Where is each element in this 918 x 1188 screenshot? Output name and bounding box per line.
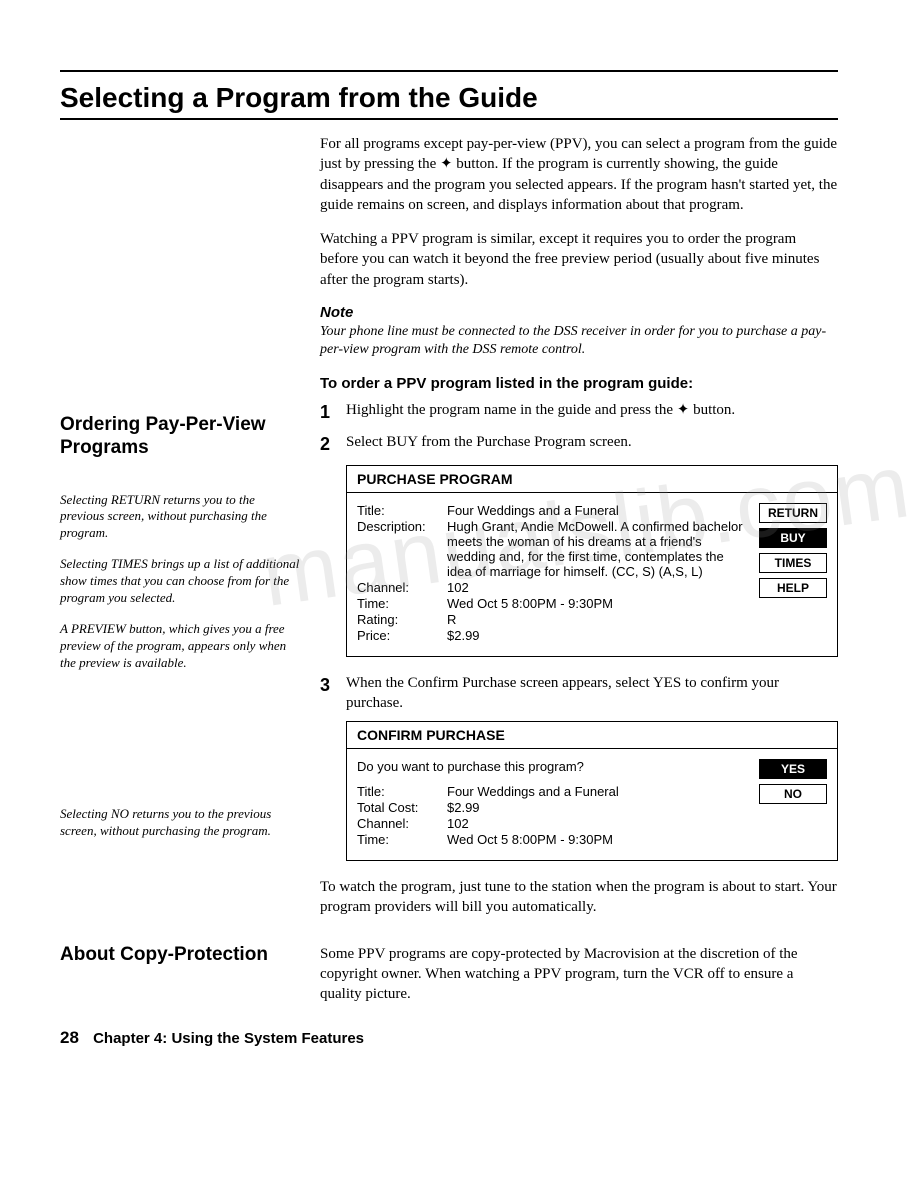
field-value: $2.99 — [447, 628, 749, 643]
field-value: Wed Oct 5 8:00PM - 9:30PM — [447, 832, 749, 847]
screen-title: PURCHASE PROGRAM — [347, 466, 837, 493]
field-value: $2.99 — [447, 800, 749, 815]
field-value: 102 — [447, 816, 749, 831]
intro-para-2: Watching a PPV program is similar, excep… — [320, 229, 838, 290]
field-label: Total Cost: — [357, 800, 447, 815]
field-row: Time:Wed Oct 5 8:00PM - 9:30PM — [357, 596, 749, 611]
field-label: Price: — [357, 628, 447, 643]
confirm-fields: Do you want to purchase this program? Ti… — [357, 759, 749, 848]
section-heading-about: About Copy-Protection — [60, 944, 300, 1005]
chapter-label: Chapter 4: Using the System Features — [93, 1030, 364, 1047]
field-row: Description:Hugh Grant, Andie McDowell. … — [357, 519, 749, 579]
step-1: 1 Highlight the program name in the guid… — [320, 400, 838, 424]
field-value: Four Weddings and a Funeral — [447, 784, 749, 799]
field-value: 102 — [447, 580, 749, 595]
field-label: Channel: — [357, 816, 447, 831]
yes-button[interactable]: YES — [759, 759, 827, 779]
field-row: Title:Four Weddings and a Funeral — [357, 503, 749, 518]
page-number: 28 — [60, 1028, 79, 1047]
confirm-prompt: Do you want to purchase this program? — [357, 759, 749, 774]
field-label: Time: — [357, 832, 447, 847]
field-row: Rating:R — [357, 612, 749, 627]
field-row: Channel:102 — [357, 580, 749, 595]
step-number: 3 — [320, 673, 346, 714]
intro-para-1: For all programs except pay-per-view (PP… — [320, 134, 838, 215]
field-value: R — [447, 612, 749, 627]
side-note-preview: A PREVIEW button, which gives you a free… — [60, 621, 300, 672]
purchase-fields: Title:Four Weddings and a FuneralDescrip… — [357, 503, 749, 644]
procedure-heading: To order a PPV program listed in the pro… — [320, 375, 838, 392]
field-label: Title: — [357, 784, 447, 799]
field-value: Four Weddings and a Funeral — [447, 503, 749, 518]
field-row: Channel:102 — [357, 816, 749, 831]
page-title: Selecting a Program from the Guide — [60, 82, 838, 120]
field-row: Price:$2.99 — [357, 628, 749, 643]
step-text: Highlight the program name in the guide … — [346, 400, 838, 424]
field-value: Wed Oct 5 8:00PM - 9:30PM — [447, 596, 749, 611]
step-2: 2 Select BUY from the Purchase Program s… — [320, 432, 838, 456]
note-heading: Note — [320, 304, 838, 321]
top-rule — [60, 70, 838, 72]
field-label: Title: — [357, 503, 447, 518]
field-label: Time: — [357, 596, 447, 611]
step-3: 3 When the Confirm Purchase screen appea… — [320, 673, 838, 714]
field-row: Title:Four Weddings and a Funeral — [357, 784, 749, 799]
side-note-return: Selecting RETURN returns you to the prev… — [60, 492, 300, 543]
section-heading-ordering: Ordering Pay-Per-View Programs — [60, 414, 300, 460]
field-row: Time:Wed Oct 5 8:00PM - 9:30PM — [357, 832, 749, 847]
note-body: Your phone line must be connected to the… — [320, 323, 838, 359]
return-button[interactable]: RETURN — [759, 503, 827, 523]
field-row: Total Cost:$2.99 — [357, 800, 749, 815]
field-label: Description: — [357, 519, 447, 579]
times-button[interactable]: TIMES — [759, 553, 827, 573]
field-label: Channel: — [357, 580, 447, 595]
page-footer: 28 Chapter 4: Using the System Features — [60, 1028, 838, 1048]
outro-paragraph: To watch the program, just tune to the s… — [320, 877, 838, 918]
confirm-purchase-screen: CONFIRM PURCHASE Do you want to purchase… — [346, 721, 838, 861]
side-note-times: Selecting TIMES brings up a list of addi… — [60, 556, 300, 607]
about-body: Some PPV programs are copy-protected by … — [320, 944, 838, 1005]
step-text: When the Confirm Purchase screen appears… — [346, 673, 838, 714]
step-number: 2 — [320, 432, 346, 456]
step-number: 1 — [320, 400, 346, 424]
buy-button[interactable]: BUY — [759, 528, 827, 548]
step-text: Select BUY from the Purchase Program scr… — [346, 432, 838, 456]
help-button[interactable]: HELP — [759, 578, 827, 598]
screen-title: CONFIRM PURCHASE — [347, 722, 837, 749]
purchase-program-screen: PURCHASE PROGRAM Title:Four Weddings and… — [346, 465, 838, 657]
field-value: Hugh Grant, Andie McDowell. A confirmed … — [447, 519, 749, 579]
no-button[interactable]: NO — [759, 784, 827, 804]
field-label: Rating: — [357, 612, 447, 627]
side-note-no: Selecting NO returns you to the previous… — [60, 806, 300, 840]
